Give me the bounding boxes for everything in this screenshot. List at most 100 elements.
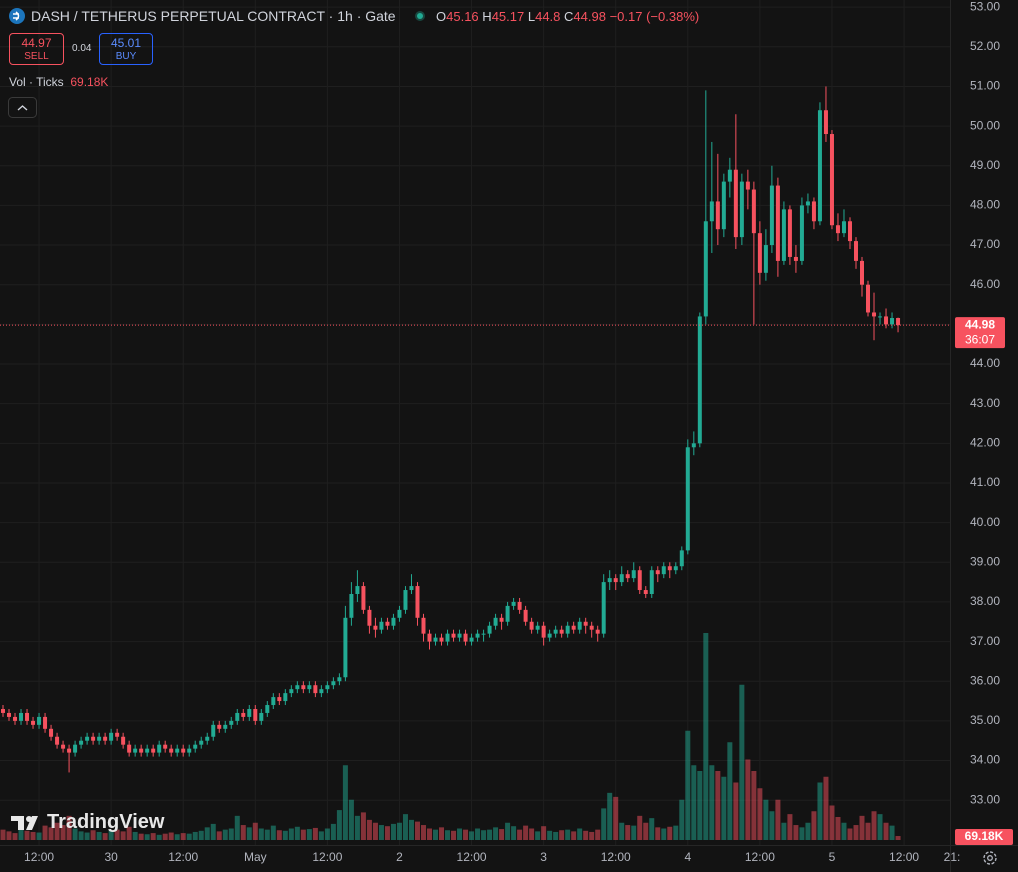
candle-body: [541, 625, 546, 638]
candle-body: [445, 633, 450, 642]
volume-bar: [805, 822, 811, 840]
candle-body: [469, 637, 474, 642]
candle-body: [13, 716, 18, 721]
volume-bar: [607, 792, 613, 840]
candle-body: [97, 736, 102, 741]
y-tick-label: 49.00: [970, 158, 1000, 172]
candle-body: [884, 316, 889, 325]
collapse-button[interactable]: [8, 97, 38, 119]
candle-body: [151, 748, 156, 753]
candle-body: [745, 181, 750, 190]
volume-bar: [565, 829, 571, 840]
candle-body: [421, 617, 426, 634]
volume-bar: [96, 831, 102, 840]
chart-title: DASH / TETHERUS PERPETUAL CONTRACT · 1h …: [31, 8, 396, 24]
candle-body: [115, 732, 120, 737]
volume-bar: [433, 829, 439, 840]
candle-body: [271, 697, 276, 706]
change-value: −0.17 (−0.38%): [609, 9, 700, 24]
candle-body: [619, 574, 624, 583]
y-tick-label: 33.00: [970, 792, 1000, 806]
settings-button[interactable]: [981, 849, 999, 867]
x-tick-label: 12:00: [745, 850, 775, 864]
candle-body: [697, 316, 702, 444]
volume-bar: [589, 831, 595, 840]
volume-bar: [234, 815, 240, 840]
volume-bar: [60, 825, 66, 840]
candle-body: [475, 633, 480, 638]
volume-bar: [721, 776, 727, 840]
candle-body: [866, 284, 871, 313]
volume-bar: [306, 829, 312, 840]
x-tick-label: 2: [396, 850, 403, 864]
volume-bar: [781, 822, 787, 840]
candle-body: [229, 720, 234, 725]
volume-bar: [42, 825, 48, 840]
volume-bar: [228, 828, 234, 840]
candle-body: [67, 748, 72, 753]
candle-body: [61, 744, 66, 749]
volume-bar: [505, 822, 511, 840]
candle-body: [535, 625, 540, 630]
volume-bar: [192, 831, 198, 840]
x-tick-label: 12:00: [601, 850, 631, 864]
candle-body: [427, 633, 432, 642]
candle-body: [235, 712, 240, 721]
volume-bar: [787, 814, 793, 840]
candle-body: [787, 209, 792, 257]
logo-mark: [11, 816, 38, 830]
volume-bar: [637, 815, 643, 840]
volume-bar: [162, 833, 168, 840]
candle-body: [403, 590, 408, 610]
candle-body: [691, 443, 696, 448]
volume-bar: [655, 827, 661, 840]
volume-bar: [571, 831, 577, 840]
volume-bar: [348, 799, 354, 840]
volume-bar: [463, 829, 469, 840]
volume-bar: [439, 827, 445, 840]
volume-bar: [168, 832, 174, 840]
volume-bar: [499, 829, 505, 840]
volume-bar: [547, 830, 553, 840]
volume-bar: [222, 829, 228, 840]
candle-body: [607, 578, 612, 583]
y-tick-label: 37.00: [970, 634, 1000, 648]
volume-bar: [174, 834, 180, 840]
countdown-label: 36:07: [965, 332, 995, 346]
candle-body: [367, 609, 372, 626]
volume-bar: [18, 828, 24, 840]
volume-bar: [601, 808, 607, 840]
indicator-name: Vol · Ticks: [9, 75, 64, 89]
candle-body: [847, 221, 852, 242]
candle-body: [793, 256, 798, 261]
volume-bar: [799, 827, 805, 840]
candle-body: [91, 736, 96, 741]
volume-bar: [679, 799, 685, 840]
spread: 0.04: [72, 43, 92, 54]
volume-bar: [330, 823, 336, 840]
candle-body: [613, 578, 618, 583]
volume-bar: [72, 828, 78, 840]
buy-button[interactable]: 45.01 BUY: [99, 33, 153, 65]
candle-body: [685, 447, 690, 551]
symbol-icon: [9, 8, 25, 24]
candle-body: [631, 570, 636, 579]
candle-body: [463, 633, 468, 642]
volume-bar: [12, 833, 18, 840]
volume-bar: [36, 832, 42, 840]
x-tick-label: 12:00: [457, 850, 487, 864]
volume-bar: [264, 829, 270, 840]
sell-button[interactable]: 44.97 SELL: [9, 33, 64, 65]
candle-body: [307, 685, 312, 690]
candle-body: [37, 716, 42, 725]
volume-bar: [156, 834, 162, 840]
candle-body: [361, 586, 366, 610]
volume-bar: [685, 730, 691, 840]
candle-body: [283, 693, 288, 702]
candle-body: [391, 617, 396, 626]
volume-bar: [48, 827, 54, 840]
volume-bar: [390, 823, 396, 840]
candle-body: [1, 708, 5, 713]
candle-body: [511, 601, 516, 606]
